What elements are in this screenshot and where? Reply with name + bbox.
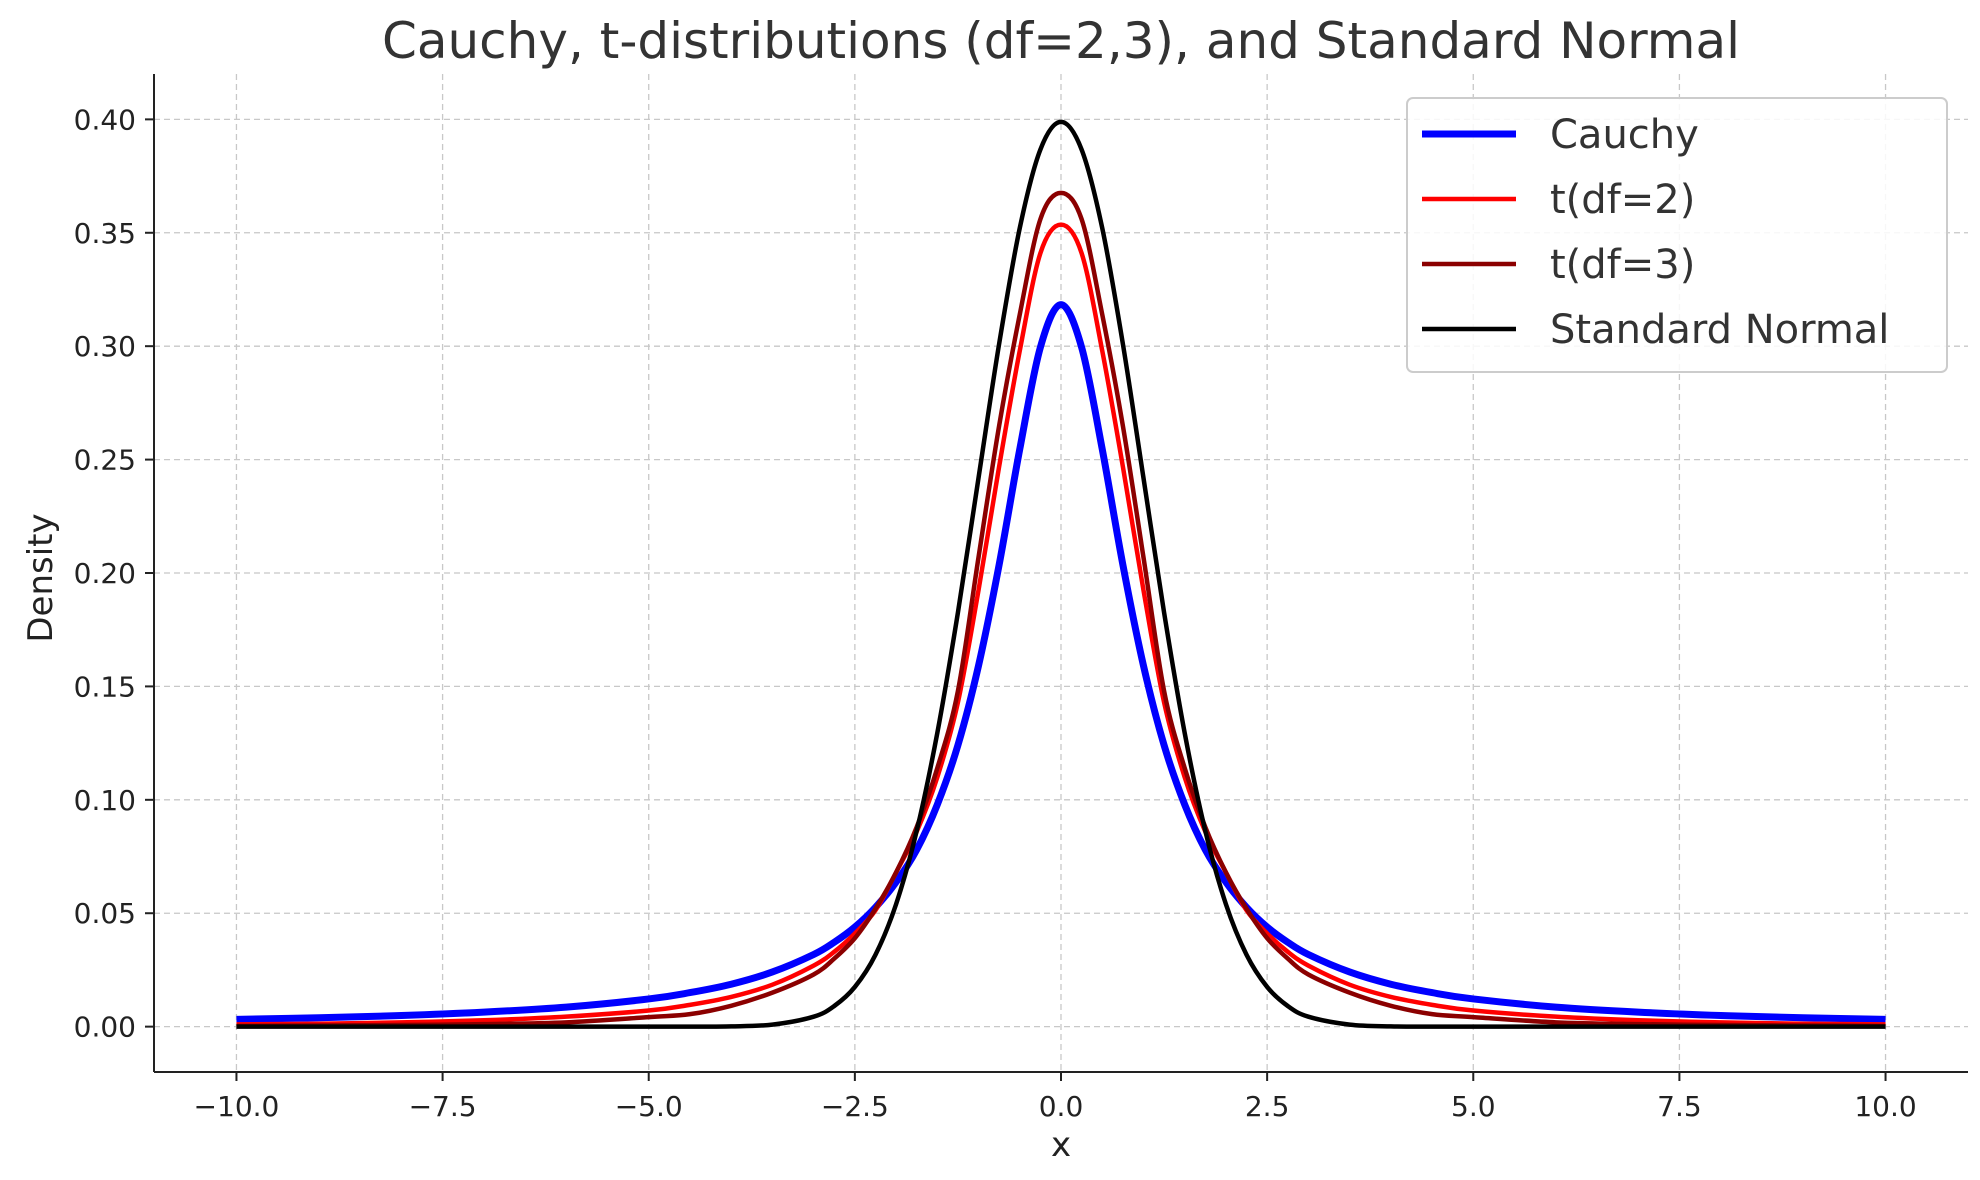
y-tick-label: 0.20 xyxy=(74,557,136,590)
x-tick-label: −10.0 xyxy=(194,1090,280,1123)
x-tick-label: 10.0 xyxy=(1854,1090,1916,1123)
series-line-cauchy xyxy=(236,301,1886,1023)
y-tick-label: 0.15 xyxy=(74,670,136,703)
legend-frame xyxy=(1406,97,1948,373)
x-tick-label: 7.5 xyxy=(1657,1090,1702,1123)
series-line-standard-normal xyxy=(236,119,1886,1029)
x-tick-label: 2.5 xyxy=(1245,1090,1290,1123)
legend-label-t-df-3: t(df=3) xyxy=(1550,242,1695,288)
x-tick-label: −5.0 xyxy=(615,1090,683,1123)
series-lines xyxy=(236,119,1886,1029)
y-tick-label: 0.40 xyxy=(74,103,136,136)
ticks: −10.0 −7.5 −5.0 −2.5 0.0 2.5 5.0 7.5 10.0 0.00 0.0… xyxy=(74,103,1917,1123)
y-tick-label: 0.25 xyxy=(74,444,136,477)
legend-label-standard-normal: Standard Normal xyxy=(1550,307,1889,353)
y-tick-label: 0.05 xyxy=(74,897,136,930)
x-axis-label: x xyxy=(1051,1125,1071,1165)
chart-title: Cauchy, t-distributions (df=2,3), and St… xyxy=(382,12,1740,70)
y-tick-label: 0.00 xyxy=(74,1011,136,1044)
x-tick-label: −7.5 xyxy=(409,1090,477,1123)
legend: Cauchy t(df=2) t(df=3) Standard Normal xyxy=(1406,97,1948,373)
series-line-t-df-2 xyxy=(236,222,1886,1027)
y-tick-label: 0.10 xyxy=(74,784,136,817)
series-line-t-df-3 xyxy=(236,190,1886,1029)
legend-label-t-df-2: t(df=2) xyxy=(1550,177,1695,223)
x-tick-label: 5.0 xyxy=(1451,1090,1496,1123)
legend-label-cauchy: Cauchy xyxy=(1550,112,1699,158)
y-tick-label: 0.30 xyxy=(74,330,136,363)
y-tick-label: 0.35 xyxy=(74,217,136,250)
x-tick-label: −2.5 xyxy=(821,1090,889,1123)
y-axis-label: Density xyxy=(21,513,61,642)
x-tick-label: 0.0 xyxy=(1039,1090,1084,1123)
